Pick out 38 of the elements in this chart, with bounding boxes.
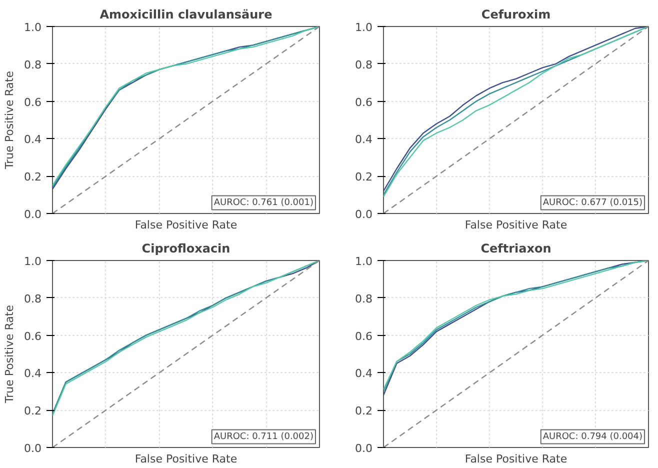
y-tick-label: 0.4: [355, 133, 373, 146]
y-tick-label: 0.4: [24, 367, 42, 380]
y-axis-title: True Positive Rate: [3, 304, 16, 404]
annotation: AUROC: 0.761 (0.001): [214, 198, 314, 208]
y-tick-label: 0.0: [24, 208, 42, 221]
y-tick-label: 1.0: [24, 255, 42, 268]
x-axis-title: False Positive Rate: [464, 218, 568, 232]
x-axis-title: False Positive Rate: [464, 452, 568, 466]
chart-title: Ciprofloxacin: [142, 242, 230, 256]
y-tick-label: 0.6: [355, 96, 373, 109]
annotation: AUROC: 0.677 (0.015): [542, 198, 643, 208]
annotation: AUROC: 0.794 (0.004): [542, 432, 643, 442]
y-tick-label: 0.0: [355, 442, 373, 455]
y-tick-label: 0.2: [24, 404, 42, 418]
y-axis-title: True Positive Rate: [3, 70, 16, 170]
y-tick-label: 0.4: [24, 133, 42, 146]
y-tick-label: 0.6: [24, 330, 42, 343]
y-tick-label: 0.2: [355, 404, 373, 418]
y-tick-label: 0.0: [24, 442, 42, 455]
y-tick-label: 0.6: [355, 330, 373, 343]
y-tick-label: 1.0: [355, 255, 373, 268]
y-tick-label: 0.8: [24, 58, 42, 72]
y-tick-label: 0.8: [355, 58, 373, 72]
y-tick-label: 0.8: [24, 292, 42, 306]
y-tick-label: 1.0: [24, 21, 42, 34]
y-tick-label: 0.6: [24, 96, 42, 109]
y-tick-label: 0.8: [355, 292, 373, 306]
x-axis-title: False Positive Rate: [134, 218, 238, 232]
chart-title: Cefuroxim: [481, 8, 551, 22]
x-axis-title: False Positive Rate: [134, 452, 238, 466]
y-tick-label: 0.2: [24, 170, 42, 184]
y-tick-label: 1.0: [355, 21, 373, 34]
y-tick-label: 0.2: [355, 170, 373, 184]
y-tick-label: 0.0: [355, 208, 373, 221]
y-tick-label: 0.4: [355, 367, 373, 380]
annotation: AUROC: 0.711 (0.002): [214, 432, 314, 442]
chart-title: Ceftriaxon: [480, 242, 552, 256]
chart-title: Amoxicillin clavulansäure: [100, 8, 272, 22]
